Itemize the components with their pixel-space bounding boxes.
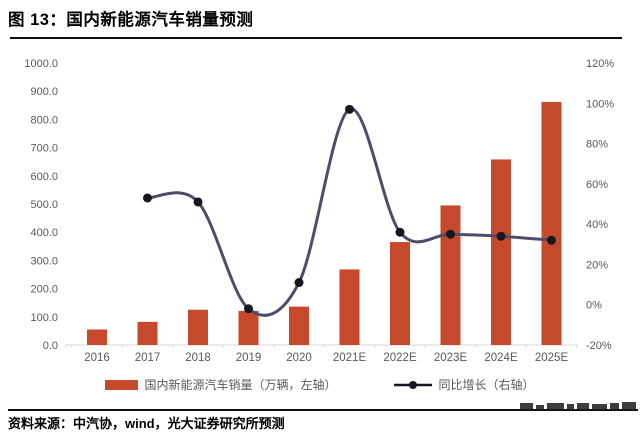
- x-category-label: 2018: [185, 352, 211, 364]
- left-axis-tick-label: 900.0: [30, 86, 58, 98]
- right-axis-tick-label: 60%: [586, 179, 608, 191]
- x-category-label: 2021E: [333, 352, 367, 364]
- left-axis-tick-label: 700.0: [30, 143, 58, 155]
- left-axis-tick-label: 800.0: [30, 114, 58, 126]
- right-axis-tick-label: 80%: [586, 139, 608, 151]
- x-category-label: 2019: [236, 352, 262, 364]
- growth-legend-label: 同比增长（右轴）: [438, 378, 535, 392]
- growth-line-marker: [446, 229, 455, 239]
- growth-line: [146, 107, 553, 317]
- x-category-label: 2024E: [484, 352, 518, 364]
- sales-forecast-chart: 0.0 100.0 200.0 300.0 400.0 500.0 600.0 700.0 80…: [24, 58, 614, 364]
- sales-legend-swatch-icon: [105, 379, 139, 390]
- left-axis-tick-label: 600.0: [30, 171, 58, 183]
- x-category-label: 2016: [84, 352, 110, 364]
- growth-line-marker: [547, 235, 556, 245]
- sales-legend-label: 国内新能源汽车销量（万辆，左轴）: [144, 378, 337, 392]
- left-axis-tick-label: 300.0: [30, 255, 58, 267]
- growth-line-marker: [193, 197, 203, 207]
- right-axis-tick-label: 0%: [586, 300, 602, 312]
- sales-bar-2021E: [339, 269, 360, 345]
- chart-legend: 国内新能源汽车销量（万辆，左轴） 同比增长（右轴）: [0, 376, 640, 393]
- sales-bar-2019: [238, 310, 259, 345]
- right-axis-tick-label: -20%: [586, 340, 612, 352]
- sales-bar-2020: [289, 306, 309, 345]
- growth-line-marker: [496, 231, 506, 241]
- footer-divider: [8, 409, 638, 411]
- title-divider: [10, 37, 622, 39]
- growth-legend-swatch-icon: [393, 380, 432, 389]
- source-note: 资料来源：中汽协，wind，光大证券研究所预测: [8, 416, 285, 431]
- sales-bar-2022E: [390, 242, 410, 345]
- sales-bar-2023E: [440, 205, 461, 345]
- growth-line-marker: [244, 304, 253, 314]
- x-category-label: 2020: [286, 352, 312, 364]
- left-axis-tick-label: 200.0: [30, 284, 58, 296]
- compression-artifact-icon: [520, 401, 638, 410]
- growth-line-marker: [345, 104, 354, 114]
- left-axis-tick-label: 100.0: [30, 312, 58, 324]
- x-category-label: 2023E: [434, 352, 468, 364]
- right-axis-tick-label: 40%: [586, 219, 608, 231]
- left-axis-tick-label: 400.0: [30, 227, 58, 239]
- left-axis-tick-label: 1000.0: [24, 58, 58, 70]
- sales-bar-2024E: [491, 159, 511, 345]
- legend-item-growth: 同比增长（右轴）: [393, 376, 535, 393]
- sales-bar-2025E: [541, 101, 562, 345]
- left-axis-tick-label: 0.0: [43, 340, 58, 352]
- sales-bar-2016: [87, 329, 107, 345]
- right-axis-tick-label: 120%: [586, 58, 614, 70]
- x-category-label: 2025E: [535, 352, 569, 364]
- right-axis-tick-label: 100%: [586, 98, 614, 110]
- figure-title: 图 13：国内新能源汽车销量预测: [8, 11, 254, 29]
- x-category-label: 2022E: [383, 352, 417, 364]
- sales-bar-2018: [188, 309, 208, 345]
- growth-line-marker: [395, 227, 405, 237]
- legend-item-sales: 国内新能源汽车销量（万辆，左轴）: [105, 376, 337, 393]
- growth-line-marker: [143, 193, 152, 203]
- growth-line-marker: [294, 278, 304, 288]
- left-axis-tick-label: 500.0: [30, 199, 58, 211]
- right-axis-tick-label: 20%: [586, 259, 608, 271]
- sales-bar-2017: [137, 321, 158, 345]
- x-category-label: 2017: [135, 352, 161, 364]
